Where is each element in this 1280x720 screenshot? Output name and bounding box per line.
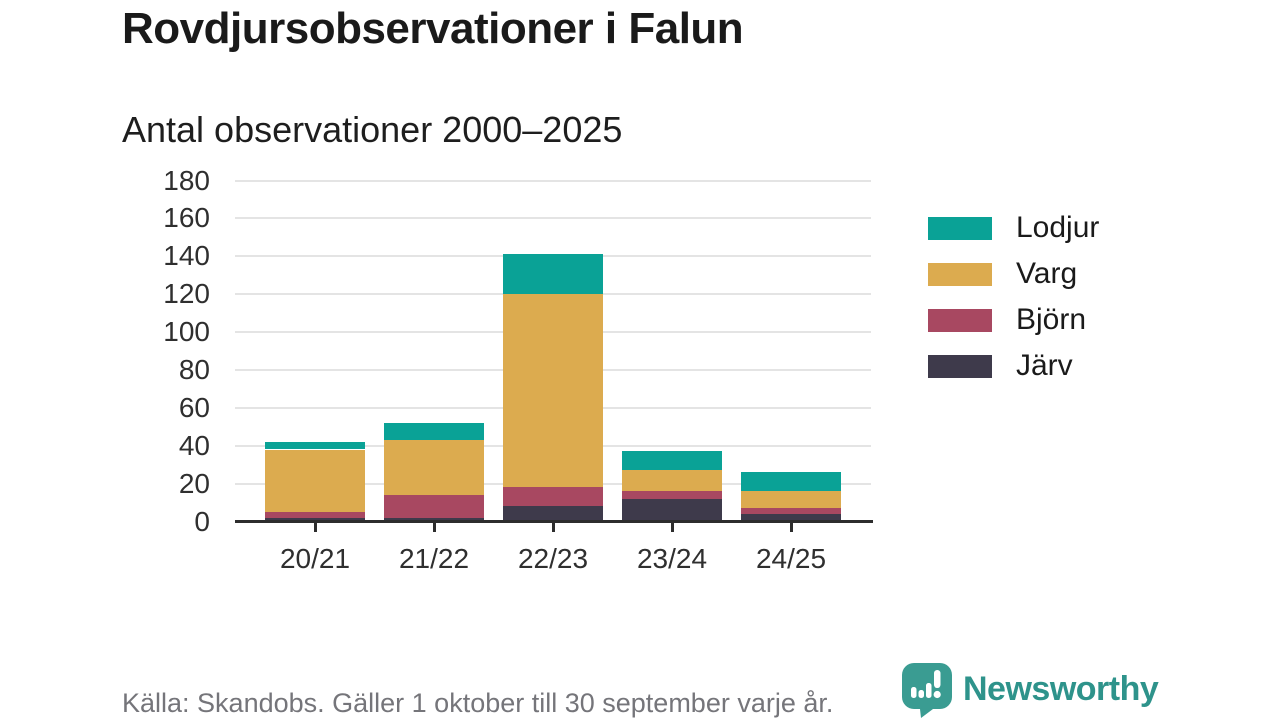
legend-label: Björn [1016, 303, 1087, 336]
legend-swatch [928, 354, 992, 378]
x-axis-tick [432, 523, 436, 532]
y-tick-label: 80 [178, 353, 210, 385]
y-tick-label: 140 [163, 240, 210, 272]
bar-segment-lodjur [265, 441, 365, 450]
bar-segment-varg [384, 440, 484, 495]
bar-segment-bjrn [384, 494, 484, 518]
bar-segment-jrv [741, 513, 841, 522]
y-tick-label: 160 [163, 202, 210, 234]
newsworthy-logo-icon [902, 663, 952, 718]
bar-segment-varg [503, 294, 603, 488]
legend: Lodjur Varg Björn Järv [928, 211, 1099, 395]
legend-swatch [928, 308, 992, 332]
x-tick-label: 23/24 [636, 543, 708, 574]
bar-segment-bjrn [503, 487, 603, 507]
bar-segment-jrv [622, 498, 722, 522]
newsworthy-logo: Newsworthy [898, 660, 1159, 718]
bar-segment-jrv [503, 506, 603, 522]
newsworthy-logo-text: Newsworthy [963, 670, 1159, 708]
bar-segment-lodjur [384, 422, 484, 441]
bar-segment-bjrn [265, 512, 365, 518]
gridline [235, 217, 871, 220]
legend-row: Varg [928, 257, 1099, 291]
bar-segment-bjrn [622, 491, 722, 499]
x-tick-label: 20/21 [279, 543, 351, 574]
y-tick-label: 180 [163, 164, 210, 196]
bar-segment-lodjur [622, 451, 722, 471]
y-tick-label: 120 [163, 278, 210, 310]
bar-segment-varg [622, 470, 722, 492]
y-tick-label: 40 [178, 429, 210, 461]
x-tick-label: 24/25 [755, 543, 827, 574]
legend-swatch [928, 262, 992, 286]
bar-segment-jrv [265, 517, 365, 522]
chart-subtitle: Antal observationer 2000–2025 [122, 109, 623, 150]
source-note: Källa: Skandobs. Gäller 1 oktober till 3… [122, 688, 834, 718]
x-tick-label: 22/23 [517, 543, 589, 574]
x-axis-tick [670, 523, 674, 532]
bar-segment-bjrn [741, 508, 841, 514]
bar-segment-varg [741, 491, 841, 509]
y-tick-label: 0 [194, 505, 210, 537]
legend-label: Lodjur [1016, 211, 1100, 244]
bar-segment-lodjur [503, 254, 603, 295]
x-axis-line [235, 520, 873, 523]
x-tick-label: 21/22 [398, 543, 470, 574]
x-axis-tick [313, 523, 317, 532]
y-tick-label: 100 [163, 316, 210, 348]
x-axis-tick [789, 523, 793, 532]
x-axis-tick [551, 523, 555, 532]
chart-title: Rovdjursobservationer i Falun [122, 4, 744, 53]
y-tick-label: 60 [178, 391, 210, 423]
legend-swatch [928, 216, 992, 240]
bar-segment-jrv [384, 517, 484, 522]
legend-row: Björn [928, 303, 1099, 337]
legend-row: Järv [928, 349, 1099, 383]
legend-label: Järv [1016, 349, 1073, 382]
y-tick-label: 20 [178, 467, 210, 499]
bar-segment-varg [265, 449, 365, 513]
legend-label: Varg [1016, 257, 1078, 290]
legend-row: Lodjur [928, 211, 1099, 245]
bar-segment-lodjur [741, 472, 841, 492]
gridline [235, 179, 871, 182]
